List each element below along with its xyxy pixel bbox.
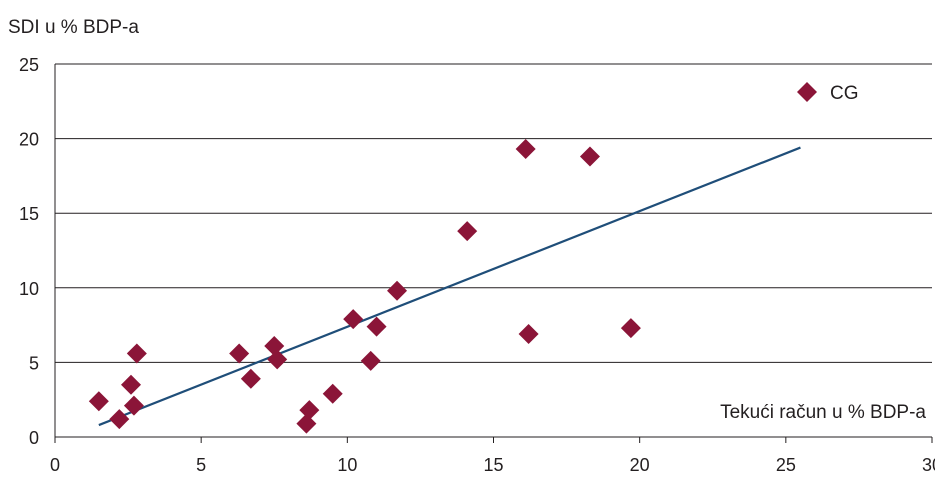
- data-point: [123, 395, 144, 416]
- data-point: [360, 350, 381, 371]
- y-tick-label: 15: [19, 204, 39, 224]
- x-tick-label: 20: [630, 455, 650, 475]
- data-point: [457, 221, 478, 242]
- data-point: [88, 391, 109, 412]
- data-point: [366, 316, 387, 337]
- data-point: [267, 349, 288, 370]
- trendline: [98, 146, 801, 427]
- gridlines: [55, 63, 932, 363]
- data-point: [579, 146, 600, 167]
- x-tick-label: 15: [483, 455, 503, 475]
- data-point: [240, 368, 261, 389]
- y-tick-label: 25: [19, 55, 39, 75]
- trendline-group: [98, 146, 801, 427]
- data-point: [322, 383, 343, 404]
- x-tick-label: 25: [776, 455, 796, 475]
- y-axis-label: SDI u % BDP-a: [8, 17, 139, 38]
- data-point: [121, 374, 142, 395]
- legend-marker-diamond: [797, 82, 817, 102]
- y-tick-label: 5: [29, 353, 39, 373]
- data-point: [296, 413, 317, 434]
- data-point: [229, 343, 250, 364]
- legend-label: CG: [830, 83, 859, 104]
- x-tick-label: 0: [50, 455, 60, 475]
- y-tick-label: 0: [29, 428, 39, 448]
- x-tick-label: 5: [196, 455, 206, 475]
- data-point: [299, 400, 320, 421]
- data-point: [387, 280, 408, 301]
- data-point: [343, 309, 364, 330]
- x-axis-label: Tekući račun u % BDP-a: [720, 402, 926, 423]
- data-points: [88, 139, 641, 434]
- data-point: [264, 335, 285, 356]
- data-point: [109, 409, 130, 430]
- x-tick-labels: 0 5 10 15 20 25 30: [50, 455, 935, 475]
- y-tick-label: 10: [19, 279, 39, 299]
- x-tick-label: 10: [337, 455, 357, 475]
- data-point: [620, 318, 641, 339]
- axes: [54, 64, 933, 443]
- legend: CG: [797, 82, 859, 104]
- data-point: [518, 324, 539, 345]
- y-tick-label: 20: [19, 130, 39, 150]
- data-point: [126, 343, 147, 364]
- y-tick-labels: 0 5 10 15 20 25: [19, 55, 39, 448]
- x-tick-label: 30: [922, 455, 935, 475]
- data-point: [515, 139, 536, 160]
